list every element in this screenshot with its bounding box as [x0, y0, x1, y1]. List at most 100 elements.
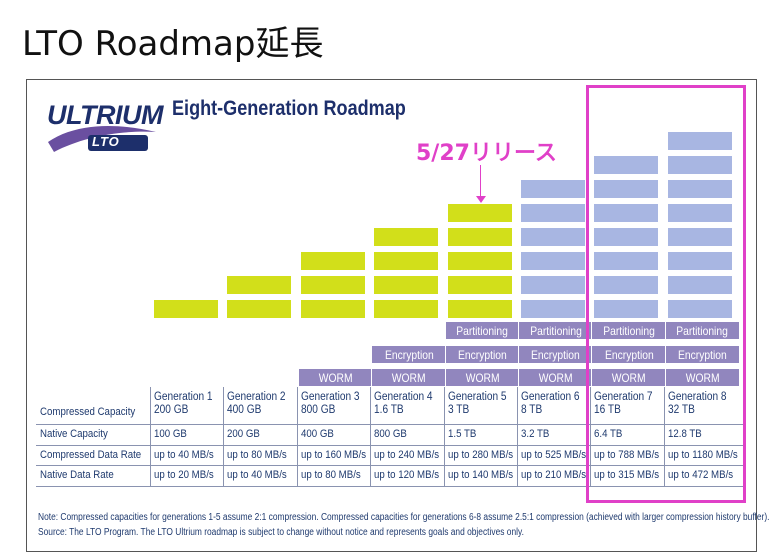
native-rate-value-text: up to 140 MB/s	[447, 469, 513, 481]
feature-label: WORM	[391, 370, 426, 385]
capacity-block	[667, 300, 732, 318]
callout-arrow-head	[476, 196, 486, 203]
native-rate-value-text: up to 210 MB/s	[521, 469, 587, 481]
compressed-capacity-value: 800 GB	[300, 404, 336, 416]
feature-worm-bar: WORM	[444, 369, 519, 386]
native-rate-value-text: up to 315 MB/s	[594, 469, 660, 481]
native-capacity-value-text: 100 GB	[154, 428, 187, 440]
compressed-rate-value: up to 240 MB/s	[374, 449, 448, 461]
feature-label: Partitioning	[529, 323, 582, 338]
row-label-text: Compressed Capacity	[40, 406, 136, 418]
feature-worm-bar: WORM	[371, 369, 446, 386]
note-line: Note: Compressed capacities for generati…	[38, 512, 778, 523]
generation-name: Generation 8	[667, 391, 727, 403]
capacity-block	[667, 156, 732, 174]
capacity-block	[667, 204, 732, 222]
feature-label: Encryption	[457, 347, 507, 362]
capacity-block	[154, 300, 218, 318]
native-capacity-value-text: 3.2 TB	[521, 428, 550, 440]
feature-label: Partitioning	[676, 323, 729, 338]
native-rate-value: up to 80 MB/s	[301, 469, 369, 481]
capacity-block	[447, 300, 512, 318]
feature-worm-bar: WORM	[297, 369, 373, 386]
column-divider	[443, 387, 445, 486]
native-capacity-value-text: 200 GB	[227, 428, 261, 440]
feature-encryption-bar: Encryption	[591, 346, 666, 363]
generation-header: Generation 1 200 GB	[154, 391, 221, 417]
native-capacity-value: 3.2 TB	[521, 428, 553, 440]
row-label-text: Native Data Rate	[40, 469, 114, 481]
generation-name: Generation 2	[227, 391, 286, 403]
row-divider	[36, 445, 744, 446]
capacity-block	[521, 300, 585, 318]
native-rate-value: up to 120 MB/s	[374, 469, 448, 481]
capacity-block	[594, 228, 659, 246]
capacity-block	[521, 252, 585, 270]
capacity-block	[594, 204, 659, 222]
feature-label: WORM	[318, 370, 353, 385]
capacity-block	[521, 276, 585, 294]
feature-encryption-bar: Encryption	[518, 346, 593, 363]
native-capacity-value-text: 6.4 TB	[594, 428, 623, 440]
feature-label: WORM	[685, 370, 720, 385]
generation-name: Generation 1	[154, 391, 213, 403]
slide-title: LTO Roadmap延長	[22, 24, 324, 64]
feature-partitioning-bar: Partitioning	[591, 322, 666, 339]
capacity-block	[594, 252, 659, 270]
native-capacity-value: 100 GB	[154, 428, 191, 440]
column-divider	[223, 387, 225, 486]
compressed-rate-value: up to 40 MB/s	[154, 449, 222, 461]
compressed-rate-value: up to 280 MB/s	[448, 449, 522, 461]
feature-label: Partitioning	[456, 323, 509, 338]
row-label: Native Capacity	[40, 428, 117, 440]
compressed-rate-value-text: up to 788 MB/s	[594, 449, 660, 461]
capacity-block	[594, 156, 659, 174]
capacity-block	[227, 276, 292, 294]
native-capacity-value: 12.8 TB	[668, 428, 706, 440]
native-rate-value-text: up to 80 MB/s	[300, 469, 361, 481]
compressed-rate-value: up to 788 MB/s	[594, 449, 668, 461]
native-rate-value-text: up to 20 MB/s	[154, 469, 214, 481]
compressed-capacity-value: 200 GB	[154, 404, 189, 416]
feature-worm-bar: WORM	[518, 369, 593, 386]
row-label: Compressed Capacity	[40, 406, 148, 418]
capacity-block	[227, 300, 292, 318]
feature-encryption-bar: Encryption	[664, 346, 740, 363]
feature-encryption-bar: Encryption	[444, 346, 519, 363]
capacity-block	[447, 276, 512, 294]
compressed-capacity-value: 16 TB	[594, 404, 622, 416]
feature-label: WORM	[612, 370, 646, 385]
column-divider	[370, 387, 372, 486]
feature-label: Encryption	[604, 347, 654, 362]
row-divider	[36, 465, 744, 466]
capacity-block	[594, 276, 659, 294]
generation-name: Generation 5	[447, 391, 507, 403]
compressed-capacity-value: 32 TB	[667, 404, 695, 416]
capacity-block	[667, 132, 732, 150]
native-rate-value: up to 210 MB/s	[521, 469, 595, 481]
capacity-block	[521, 204, 585, 222]
native-rate-value-text: up to 40 MB/s	[227, 469, 288, 481]
feature-label: Encryption	[678, 347, 727, 362]
feature-label: WORM	[538, 370, 573, 385]
compressed-rate-value: up to 80 MB/s	[227, 449, 295, 461]
generation-name: Generation 7	[594, 391, 653, 403]
note-text: Note: Compressed capacities for generati…	[38, 512, 770, 523]
capacity-block	[374, 300, 439, 318]
native-capacity-value-text: 400 GB	[300, 428, 334, 440]
native-rate-value-text: up to 472 MB/s	[667, 469, 733, 481]
generation-name: Generation 4	[374, 391, 433, 403]
native-rate-value: up to 315 MB/s	[594, 469, 668, 481]
native-rate-value-text: up to 120 MB/s	[374, 469, 440, 481]
compressed-capacity-value: 3 TB	[447, 404, 469, 416]
capacity-block	[667, 276, 732, 294]
row-label: Native Data Rate	[40, 469, 124, 481]
column-divider	[150, 387, 151, 486]
capacity-block	[447, 252, 512, 270]
feature-partitioning-bar: Partitioning	[444, 322, 519, 339]
row-divider	[36, 424, 744, 425]
generation-name: Generation 3	[300, 391, 360, 403]
feature-label: Encryption	[384, 347, 434, 362]
native-rate-value: up to 40 MB/s	[227, 469, 295, 481]
